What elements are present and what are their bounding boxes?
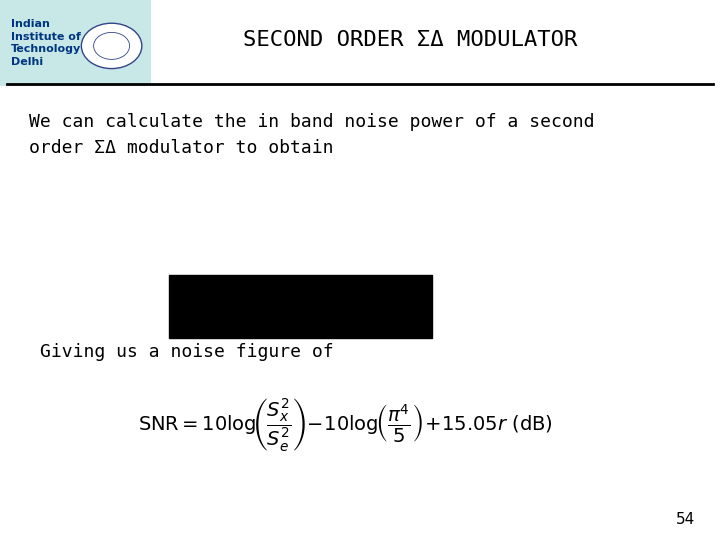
Text: Indian
Institute of
Technology
Delhi: Indian Institute of Technology Delhi: [11, 19, 81, 68]
Text: $\mathsf{SNR}{=}10\mathsf{log}\!\left(\dfrac{S_x^2}{S_e^2}\right)\!-\!10\mathsf{: $\mathsf{SNR}{=}10\mathsf{log}\!\left(\d…: [138, 397, 553, 454]
Text: Giving us a noise figure of: Giving us a noise figure of: [40, 343, 333, 361]
FancyBboxPatch shape: [169, 275, 432, 338]
Text: We can calculate the in band noise power of a second
order ΣΔ modulator to obtai: We can calculate the in band noise power…: [29, 113, 594, 157]
FancyBboxPatch shape: [0, 0, 151, 86]
Text: 54: 54: [675, 511, 695, 526]
Text: SECOND ORDER ΣΔ MODULATOR: SECOND ORDER ΣΔ MODULATOR: [243, 30, 577, 50]
Circle shape: [81, 23, 142, 69]
